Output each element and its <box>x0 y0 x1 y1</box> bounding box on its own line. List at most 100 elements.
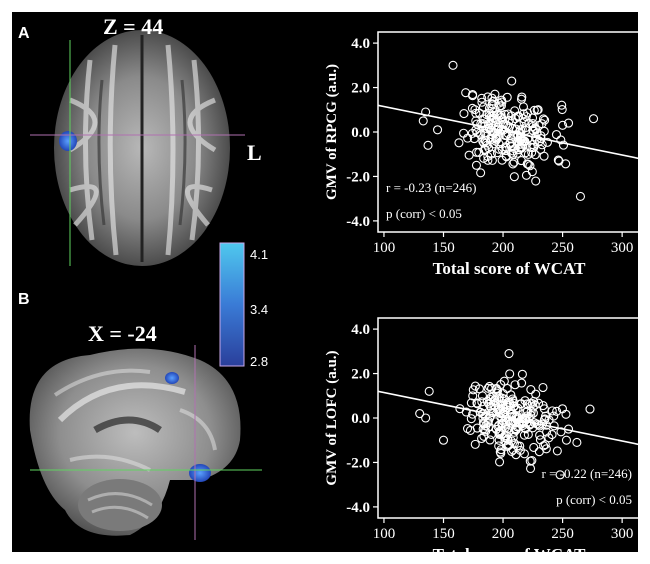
regression-line <box>377 390 641 446</box>
data-point <box>486 403 496 413</box>
data-point <box>421 413 431 423</box>
data-point <box>520 123 530 133</box>
data-point <box>523 159 533 169</box>
data-point <box>525 463 536 474</box>
data-point <box>470 381 480 391</box>
data-point <box>541 444 551 454</box>
data-point <box>555 470 565 480</box>
stats-r-label: r = -0.22 (n=246) <box>542 466 632 481</box>
data-point <box>519 449 529 459</box>
data-point <box>500 423 510 433</box>
data-point <box>510 380 520 390</box>
x-tick-label: 250 <box>551 240 574 256</box>
data-point <box>500 109 510 119</box>
data-point <box>532 105 542 115</box>
data-point <box>506 418 516 428</box>
data-point <box>525 420 535 430</box>
data-point <box>487 155 497 165</box>
data-point <box>464 150 474 160</box>
y-tick-label: 4.0 <box>351 322 370 338</box>
y-tick-label: 2.0 <box>351 367 370 383</box>
data-point <box>423 140 433 150</box>
data-point <box>508 416 518 426</box>
data-point <box>495 457 505 467</box>
data-point <box>477 433 487 444</box>
data-point <box>500 142 510 152</box>
data-point <box>530 124 541 134</box>
data-point <box>539 151 549 161</box>
data-point <box>516 143 526 153</box>
data-point <box>482 110 492 120</box>
data-point <box>497 144 507 154</box>
data-point <box>438 435 449 445</box>
data-point <box>510 106 520 116</box>
data-point <box>448 60 458 70</box>
data-point <box>540 440 550 450</box>
data-point <box>517 139 527 149</box>
x-tick-label: 200 <box>492 526 515 542</box>
data-point <box>477 97 487 107</box>
orientation-label: L <box>247 140 262 165</box>
data-point <box>561 409 571 419</box>
y-tick-label: -4.0 <box>346 500 370 516</box>
data-point <box>507 446 517 456</box>
data-point <box>557 100 567 110</box>
data-point <box>507 76 517 86</box>
panel-b-label: B <box>18 291 30 308</box>
data-point <box>454 138 464 148</box>
data-point <box>474 147 484 157</box>
data-point <box>552 406 562 416</box>
sagittal-slice-label: X = -24 <box>88 321 157 346</box>
data-point <box>551 130 562 140</box>
data-point <box>558 120 568 130</box>
data-point <box>534 398 544 408</box>
data-point <box>418 116 428 126</box>
data-point <box>531 176 541 186</box>
data-point <box>505 369 515 379</box>
data-point <box>462 423 473 434</box>
data-point <box>561 159 571 169</box>
stats-p-label: p (corr) < 0.05 <box>386 206 462 221</box>
data-point <box>517 369 527 379</box>
data-point <box>415 409 425 419</box>
data-point <box>497 97 507 107</box>
data-point <box>496 380 506 390</box>
data-point <box>520 136 530 146</box>
data-point <box>459 109 469 119</box>
data-point <box>563 118 574 128</box>
y-tick-label: 0.0 <box>351 125 370 141</box>
sagittal-brain-image <box>29 345 262 540</box>
axial-slice-label: Z = 44 <box>103 14 163 39</box>
y-tick-label: 4.0 <box>351 36 370 52</box>
data-point <box>544 415 554 425</box>
data-point <box>530 150 540 160</box>
data-point <box>484 103 494 113</box>
data-point <box>476 119 486 129</box>
data-point <box>518 113 528 124</box>
data-point <box>472 147 482 157</box>
data-point <box>485 435 495 445</box>
y-tick-label: 0.0 <box>351 411 370 427</box>
data-point <box>517 378 527 388</box>
y-tick-label: -2.0 <box>346 455 370 471</box>
data-point <box>553 155 563 165</box>
data-point <box>506 142 516 152</box>
data-point <box>498 119 509 129</box>
panel-a-label: A <box>18 25 30 42</box>
data-point <box>544 433 554 443</box>
data-point <box>522 399 532 409</box>
data-point <box>476 168 486 178</box>
x-axis-label: Total score of WCAT <box>433 259 587 278</box>
data-point <box>589 114 599 124</box>
data-point <box>508 159 518 169</box>
x-tick-label: 250 <box>551 526 574 542</box>
data-point <box>492 388 502 398</box>
data-point <box>527 167 537 177</box>
colorbar-min: 2.8 <box>250 354 268 369</box>
data-point <box>487 383 497 393</box>
data-point <box>505 400 515 410</box>
y-tick-label: -2.0 <box>346 169 370 185</box>
